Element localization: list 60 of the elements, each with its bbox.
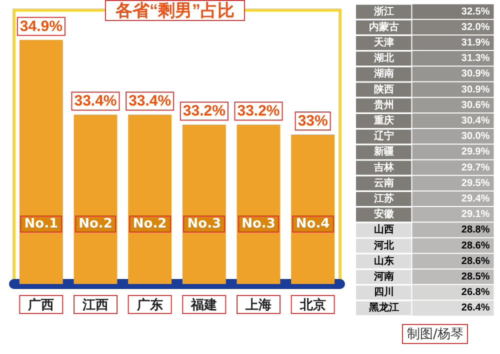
data-label: 30.9%: [461, 84, 490, 96]
data-label: 29.1%: [461, 209, 490, 220]
data-label: 26.8%: [461, 287, 490, 298]
y-tick-label: 湖北: [373, 52, 395, 64]
y-tick-label: 江苏: [373, 192, 394, 204]
data-label: 29.7%: [461, 162, 490, 174]
data-label: 28.6%: [461, 240, 490, 252]
y-tick-label: 天津: [373, 36, 394, 48]
data-label: 32.5%: [461, 6, 490, 18]
x-tick-label: 北京: [298, 297, 326, 312]
annotation: No.3: [183, 215, 226, 232]
data-label: 26.4%: [461, 302, 490, 314]
x-tick-label: 广东: [136, 297, 163, 312]
y-tick-label: 贵州: [373, 98, 394, 111]
y-tick-label: 河北: [373, 239, 395, 252]
y-tick-label: 吉林: [373, 161, 395, 174]
data-label: 30.4%: [461, 116, 490, 126]
y-tick-label: 四川: [374, 286, 394, 298]
annotation: No.1: [20, 215, 62, 232]
data-label: 30.0%: [461, 131, 490, 142]
annotation: No.3: [238, 215, 280, 232]
data-label: 30.6%: [461, 100, 490, 111]
y-tick-label: 湖南: [373, 68, 394, 80]
chart-title: 各省“剩男”占比: [114, 1, 234, 20]
data-label: 32.0%: [461, 22, 490, 33]
data-label: 29.5%: [461, 178, 490, 189]
y-tick-label: 陕西: [374, 83, 394, 96]
data-label: 33.4%: [74, 92, 117, 110]
y-tick-label: 安徽: [374, 208, 395, 220]
y-tick-label: 辽宁: [373, 130, 394, 142]
y-tick-label: 山西: [374, 224, 394, 236]
y-tick-label: 云南: [374, 176, 394, 189]
y-tick-label: 重庆: [373, 114, 394, 126]
data-label: 28.5%: [461, 272, 490, 282]
data-label: 33%: [298, 112, 328, 130]
y-tick-label: 新疆: [373, 146, 394, 158]
annotation: No.2: [128, 215, 171, 232]
data-label: 29.4%: [461, 194, 490, 204]
data-label: 28.6%: [461, 256, 490, 267]
data-label: 34.9%: [20, 18, 62, 35]
text: 制图/杨琴: [402, 324, 468, 344]
x-tick-label: 江西: [82, 297, 108, 312]
data-label: 28.8%: [461, 224, 490, 236]
y-tick-label: 河南: [373, 270, 394, 282]
annotation: No.2: [74, 215, 116, 232]
x-tick-label: 上海: [244, 297, 272, 312]
y-tick-label: 山东: [374, 254, 394, 267]
x-tick-label: 福建: [190, 297, 218, 312]
data-label: 31.3%: [461, 53, 490, 64]
x-tick-label: 广西: [27, 297, 54, 312]
annotation: No.4: [292, 215, 334, 232]
data-label: 33.2%: [237, 102, 280, 120]
data-label: 29.9%: [461, 146, 490, 158]
y-tick-label: 浙江: [373, 5, 394, 18]
data-label: 31.9%: [461, 38, 490, 48]
data-label: 33.4%: [128, 92, 172, 110]
y-tick-label: 内蒙古: [369, 20, 399, 33]
data-label: 33.2%: [182, 102, 226, 120]
data-label: 30.9%: [461, 68, 490, 80]
y-tick-label: 黑龙江: [368, 302, 399, 314]
